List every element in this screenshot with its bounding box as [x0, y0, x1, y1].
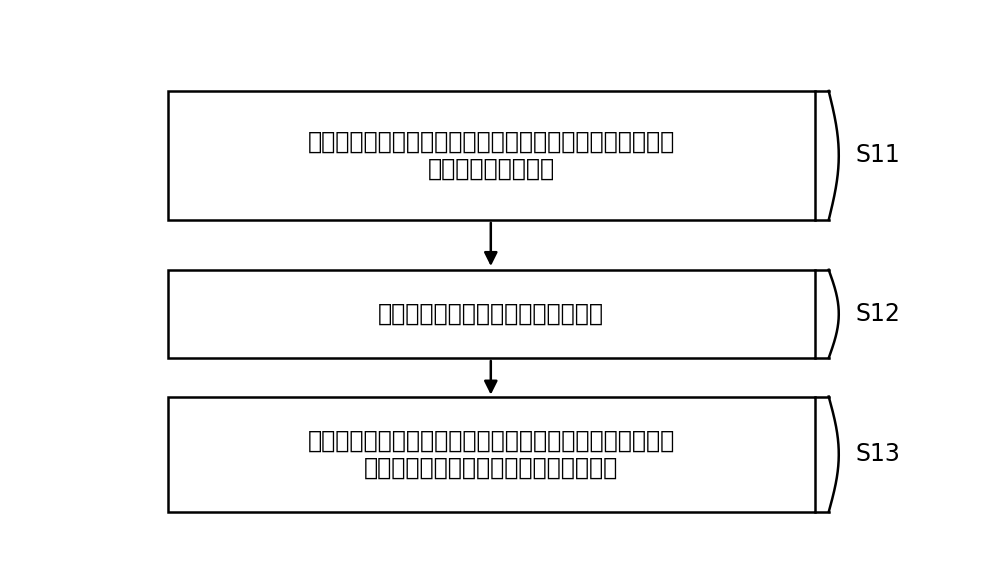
- Text: S13: S13: [856, 442, 901, 466]
- Bar: [168, 396, 815, 512]
- Text: 基于预设定位剂量率，对待测者的目标部位进行螺旋定位扫: 基于预设定位剂量率，对待测者的目标部位进行螺旋定位扫: [308, 130, 675, 154]
- Text: 确定诊断图像的扫描范围，将诊断图像扫描范围内的断层图: 确定诊断图像的扫描范围，将诊断图像扫描范围内的断层图: [308, 429, 675, 453]
- Text: 描，以获取扫描数据: 描，以获取扫描数据: [428, 157, 555, 181]
- Bar: [168, 91, 815, 220]
- Text: S11: S11: [856, 143, 901, 168]
- Text: 像作为目标部位多个体层对应的断层图像: 像作为目标部位多个体层对应的断层图像: [364, 456, 618, 480]
- Text: S12: S12: [856, 302, 901, 326]
- Bar: [168, 270, 815, 358]
- Text: 对扫描数据进行重建，生成断层图像: 对扫描数据进行重建，生成断层图像: [378, 302, 604, 326]
